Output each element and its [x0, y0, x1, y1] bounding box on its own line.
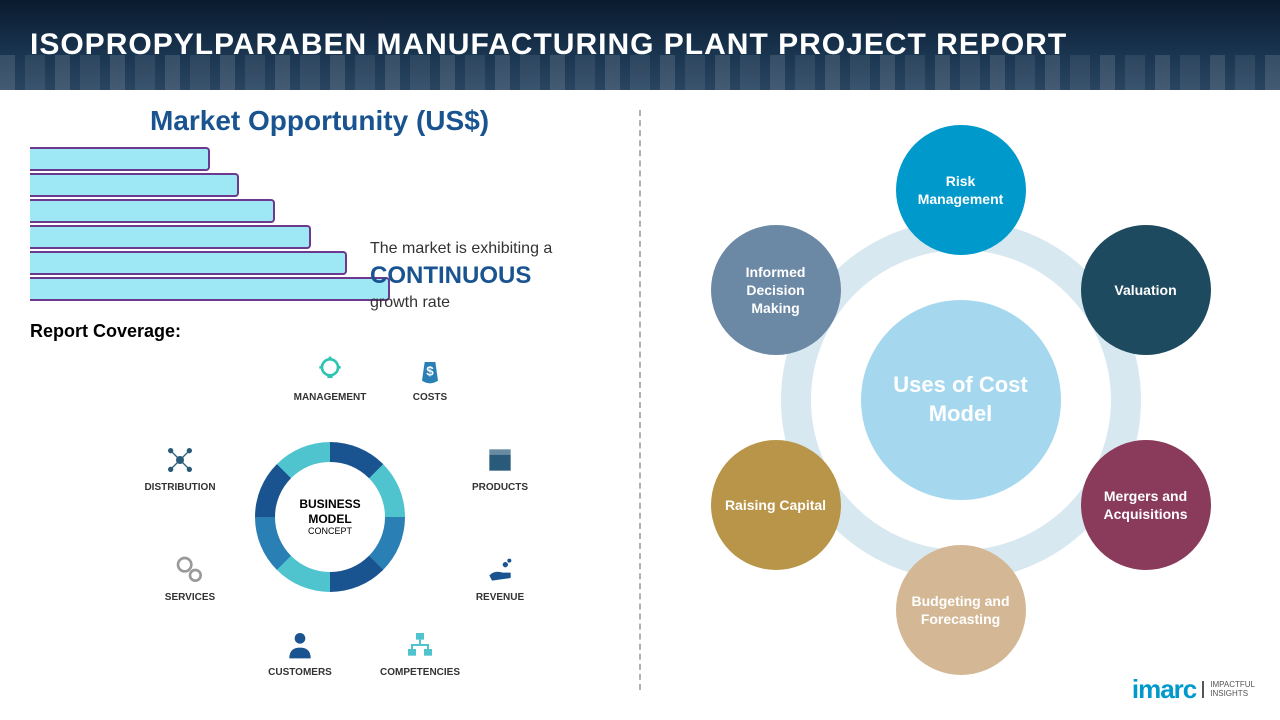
page-title: ISOPROPYLPARABEN MANUFACTURING PLANT PRO…	[30, 28, 1067, 62]
bm-item-management: MANAGEMENT	[290, 352, 370, 403]
cost-node: Mergers and Acquisitions	[1081, 440, 1211, 570]
bm-item-label: REVENUE	[460, 592, 540, 603]
bm-item-competencies: COMPETENCIES	[380, 627, 460, 678]
bm-item-label: COSTS	[390, 392, 470, 403]
cost-model-center-label: Uses of Cost Model	[861, 371, 1061, 428]
bm-center-line2: MODEL	[308, 512, 351, 526]
bm-item-customers: CUSTOMERS	[260, 627, 340, 678]
bm-item-label: DISTRIBUTION	[140, 482, 220, 493]
cost-node: Budgeting and Forecasting	[896, 545, 1026, 675]
chart-bar	[30, 225, 311, 249]
cost-node: Risk Management	[896, 125, 1026, 255]
business-model-diagram: BUSINESS MODEL CONCEPT MANAGEMENT $ COSTS P…	[90, 352, 570, 652]
chart-bar	[30, 199, 275, 223]
chart-bar	[30, 147, 210, 171]
brand-logo: imarc IMPACTFUL INSIGHTS	[1132, 674, 1255, 705]
left-panel: Market Opportunity (US$) The market is e…	[0, 90, 639, 720]
right-panel: Uses of Cost Model Risk Management Valuat…	[641, 90, 1280, 720]
market-title: Market Opportunity (US$)	[30, 105, 609, 137]
market-text-line1: The market is exhibiting a	[370, 240, 620, 258]
bulb-icon	[312, 352, 348, 388]
network-icon	[162, 442, 198, 478]
bm-item-revenue: REVENUE	[460, 552, 540, 603]
cost-node: Valuation	[1081, 225, 1211, 355]
market-emphasis: CONTINUOUS	[370, 262, 620, 290]
market-text-block: The market is exhibiting a CONTINUOUS gr…	[370, 240, 620, 312]
bm-item-products: PRODUCTS	[460, 442, 540, 493]
bm-item-label: CUSTOMERS	[260, 667, 340, 678]
header-banner: ISOPROPYLPARABEN MANUFACTURING PLANT PRO…	[0, 0, 1280, 90]
bm-item-services: SERVICES	[150, 552, 230, 603]
bm-center-line3: CONCEPT	[308, 526, 352, 537]
bm-center-line1: BUSINESS	[299, 497, 360, 511]
bm-item-costs: $ COSTS	[390, 352, 470, 403]
person-icon	[282, 627, 318, 663]
cost-node: Raising Capital	[711, 440, 841, 570]
box-icon	[482, 442, 518, 478]
bm-item-label: SERVICES	[150, 592, 230, 603]
chart-bar	[30, 173, 239, 197]
logo-tag-line2: INSIGHTS	[1210, 690, 1255, 699]
market-text-line2: growth rate	[370, 294, 620, 312]
hand-icon	[482, 552, 518, 588]
bm-item-label: COMPETENCIES	[380, 667, 460, 678]
main-content: Market Opportunity (US$) The market is e…	[0, 90, 1280, 720]
cost-model-center: Uses of Cost Model	[861, 300, 1061, 500]
moneybag-icon: $	[412, 352, 448, 388]
bm-item-label: PRODUCTS	[460, 482, 540, 493]
gears-icon	[172, 552, 208, 588]
logo-brand-text: imarc	[1132, 674, 1196, 705]
logo-tagline: IMPACTFUL INSIGHTS	[1202, 681, 1255, 699]
bm-item-distribution: DISTRIBUTION	[140, 442, 220, 493]
chart-bar	[30, 251, 347, 275]
chart-bar	[30, 277, 390, 301]
hierarchy-icon	[402, 627, 438, 663]
coverage-label: Report Coverage:	[30, 321, 609, 342]
bm-center: BUSINESS MODEL CONCEPT	[275, 462, 385, 572]
cost-node: Informed Decision Making	[711, 225, 841, 355]
svg-text:$: $	[426, 363, 434, 378]
cost-model-diagram: Uses of Cost Model Risk Management Valuat…	[681, 120, 1241, 680]
bm-item-label: MANAGEMENT	[290, 392, 370, 403]
